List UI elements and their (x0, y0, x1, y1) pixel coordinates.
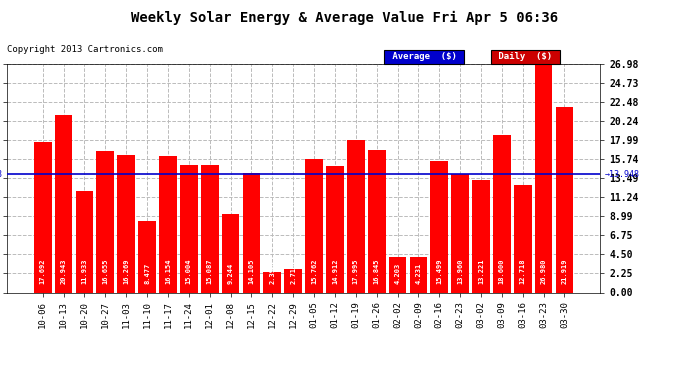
Bar (514, 184, 531, 292)
Text: Daily  ($): Daily ($) (493, 53, 558, 62)
Bar (472, 180, 490, 292)
Bar (431, 161, 448, 292)
Bar (34, 142, 52, 292)
Text: 16.269: 16.269 (124, 258, 129, 284)
Text: 2.715: 2.715 (290, 263, 296, 284)
Text: 16.845: 16.845 (374, 258, 380, 284)
Bar (117, 154, 135, 292)
Bar (347, 140, 364, 292)
Text: 16.655: 16.655 (102, 258, 108, 284)
Bar (368, 150, 386, 292)
Text: 17.995: 17.995 (353, 258, 359, 284)
Text: 15.087: 15.087 (207, 258, 213, 284)
Text: 13.960: 13.960 (457, 258, 463, 284)
Text: 4.231: 4.231 (415, 263, 422, 284)
Text: 12.718: 12.718 (520, 258, 526, 284)
Text: 9.244: 9.244 (228, 263, 233, 284)
Bar (55, 115, 72, 292)
Text: 15.004: 15.004 (186, 258, 192, 284)
Text: 20.943: 20.943 (61, 258, 67, 284)
Bar (535, 64, 553, 292)
Bar (305, 159, 323, 292)
Bar (409, 256, 427, 292)
Text: 8.477: 8.477 (144, 263, 150, 284)
Text: 4.203: 4.203 (395, 263, 400, 284)
Text: →13.948: →13.948 (604, 170, 640, 179)
Bar (264, 272, 281, 292)
Text: Average  ($): Average ($) (386, 53, 462, 62)
Text: 21.919: 21.919 (562, 258, 567, 284)
Bar (221, 214, 239, 292)
Bar (493, 135, 511, 292)
Text: 2.398: 2.398 (269, 263, 275, 284)
Bar (284, 270, 302, 292)
Text: 14.912: 14.912 (332, 258, 338, 284)
Bar (326, 166, 344, 292)
Bar (243, 173, 260, 292)
Bar (201, 165, 219, 292)
Text: 15.762: 15.762 (311, 258, 317, 284)
Text: 16.154: 16.154 (165, 258, 171, 284)
Bar (97, 151, 115, 292)
Bar (76, 191, 93, 292)
Bar (451, 174, 469, 292)
Bar (555, 106, 573, 292)
Text: 15.499: 15.499 (436, 258, 442, 284)
Bar (180, 165, 198, 292)
Text: 26.980: 26.980 (540, 258, 546, 284)
Bar (388, 257, 406, 292)
Text: 18.600: 18.600 (499, 258, 505, 284)
Text: 11.933: 11.933 (81, 258, 88, 284)
Text: Weekly Solar Energy & Average Value Fri Apr 5 06:36: Weekly Solar Energy & Average Value Fri … (131, 11, 559, 26)
Text: Copyright 2013 Cartronics.com: Copyright 2013 Cartronics.com (7, 45, 163, 54)
Bar (159, 156, 177, 292)
Text: 17.692: 17.692 (40, 258, 46, 284)
Bar (138, 220, 156, 292)
Text: 14.105: 14.105 (248, 258, 255, 284)
Text: ←13.948: ←13.948 (0, 170, 3, 179)
Text: 13.221: 13.221 (478, 258, 484, 284)
